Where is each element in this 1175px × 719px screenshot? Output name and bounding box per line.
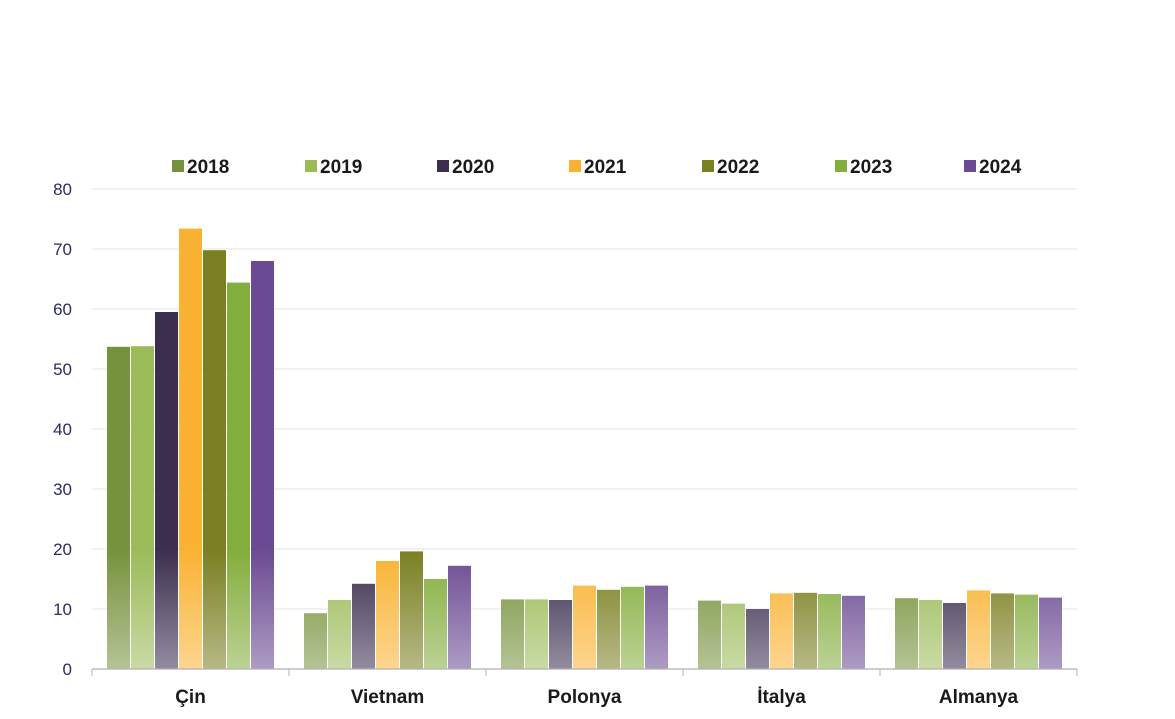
legend-swatch-2020	[437, 160, 449, 172]
bar-2021-0	[179, 228, 202, 669]
bar-2022-4	[991, 593, 1014, 669]
bar-2022-1	[400, 551, 423, 669]
x-tick-label: İtalya	[757, 687, 806, 708]
x-tick-label: Almanya	[939, 687, 1019, 708]
y-tick-label: 0	[63, 660, 72, 679]
bar-2018-0	[107, 346, 130, 669]
legend-label-2021: 2021	[584, 157, 627, 178]
bar-2023-3	[818, 594, 841, 669]
bar-2022-2	[597, 589, 620, 669]
legend-swatch-2018	[172, 160, 184, 172]
legend-swatch-2024	[964, 160, 976, 172]
axes: 0 10 20 30 40 50 60 70 80 Çin Vietnam Polonya İtalya…	[53, 180, 1078, 708]
bar-2021-2	[573, 585, 596, 669]
legend: 2018 2019 2020 2021 2022 2023 2024	[172, 157, 1022, 178]
legend-label-2022: 2022	[717, 157, 759, 178]
bar-2019-1	[328, 600, 351, 669]
legend-label-2020: 2020	[452, 157, 494, 178]
x-tick-label: Polonya	[548, 687, 622, 708]
y-tick-label: 70	[53, 240, 72, 259]
bar-2024-4	[1039, 597, 1062, 669]
legend-label-2024: 2024	[979, 157, 1022, 178]
y-tick-label: 60	[53, 300, 72, 319]
bar-2021-3	[770, 593, 793, 669]
bar-2018-3	[698, 600, 721, 669]
legend-swatch-2019	[305, 160, 317, 172]
bar-2023-4	[1015, 594, 1038, 669]
y-tick-label: 40	[53, 420, 72, 439]
bar-2021-1	[376, 561, 399, 669]
bar-2019-2	[525, 599, 548, 669]
bar-2022-0	[203, 250, 226, 669]
bar-2019-4	[919, 600, 942, 669]
legend-swatch-2023	[835, 160, 847, 172]
bar-2024-1	[448, 565, 471, 669]
y-tick-label: 80	[53, 180, 72, 199]
bar-2024-3	[842, 595, 865, 669]
legend-swatch-2021	[569, 160, 581, 172]
bar-2019-0	[131, 346, 154, 669]
bar-2022-3	[794, 592, 817, 669]
bar-2020-2	[549, 600, 572, 669]
legend-label-2019: 2019	[320, 157, 362, 178]
legend-swatch-2022	[702, 160, 714, 172]
y-tick-label: 50	[53, 360, 72, 379]
legend-label-2018: 2018	[187, 157, 229, 178]
y-tick-label: 10	[53, 600, 72, 619]
bar-2021-4	[967, 590, 990, 669]
legend-label-2023: 2023	[850, 157, 892, 178]
y-tick-label: 30	[53, 480, 72, 499]
bar-2018-1	[304, 613, 327, 669]
bar-2020-4	[943, 603, 966, 669]
bar-2023-2	[621, 586, 644, 669]
bar-2023-1	[424, 579, 447, 669]
bar-2020-1	[352, 583, 375, 669]
x-tick-label: Vietnam	[351, 687, 425, 708]
bar-2018-2	[501, 599, 524, 669]
x-tick-label: Çin	[175, 687, 206, 708]
bar-2020-0	[155, 312, 178, 669]
bar-2024-0	[251, 261, 274, 669]
y-tick-label: 20	[53, 540, 72, 559]
bar-2018-4	[895, 598, 918, 669]
bar-2020-3	[746, 609, 769, 669]
bars	[107, 228, 1062, 669]
bar-2024-2	[645, 585, 668, 669]
bar-2019-3	[722, 603, 745, 669]
bar-2023-0	[227, 282, 250, 669]
